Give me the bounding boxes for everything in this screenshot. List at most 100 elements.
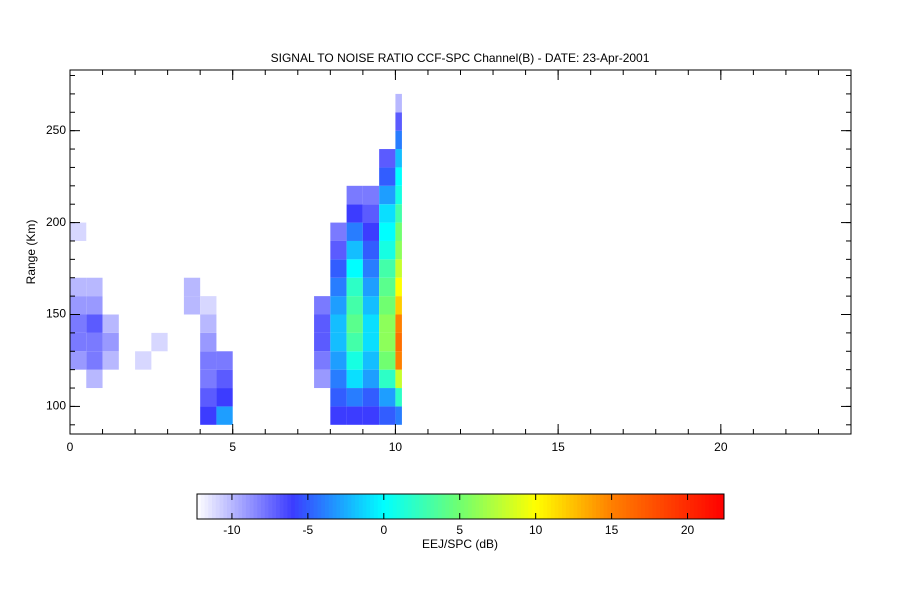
colorbar-segment	[622, 494, 627, 519]
colorbar-segment	[253, 494, 258, 519]
heatmap-cell	[362, 296, 380, 315]
heatmap-cell	[102, 351, 119, 370]
heatmap-cell	[379, 222, 396, 241]
heatmap	[70, 93, 402, 425]
colorbar-segment	[660, 494, 665, 519]
colorbar-segment	[400, 494, 405, 519]
heatmap-cell	[330, 296, 347, 315]
colorbar-segment	[708, 494, 714, 519]
colorbar-segment	[464, 494, 469, 519]
colorbar-segment	[569, 494, 574, 519]
x-tick-label: 0	[67, 440, 74, 454]
colorbar-segment	[611, 494, 616, 519]
colorbar-segment	[498, 494, 503, 519]
colorbar-segment	[291, 494, 296, 519]
colorbar-segment	[328, 494, 334, 519]
heatmap-cell	[216, 388, 233, 407]
heatmap-cell	[346, 388, 363, 407]
heatmap-cell	[395, 222, 402, 241]
colorbar-segment	[562, 494, 567, 519]
colorbar-segment	[479, 494, 484, 519]
heatmap-cell	[216, 406, 233, 425]
heatmap-cell	[346, 240, 363, 260]
colorbar-segment	[490, 494, 495, 519]
colorbar-segment	[720, 494, 725, 519]
colorbar-segment	[234, 494, 239, 519]
heatmap-cell	[362, 314, 380, 333]
colorbar-segment	[396, 494, 401, 519]
colorbar-segment	[434, 494, 439, 519]
heatmap-cell	[379, 167, 396, 186]
heatmap-cell	[346, 296, 363, 315]
heatmap-cell	[200, 388, 217, 407]
heatmap-cell	[379, 296, 396, 315]
heatmap-cell	[379, 149, 396, 168]
colorbar-segment	[227, 494, 232, 519]
colorbar-segment	[675, 494, 680, 519]
colorbar-segment	[516, 494, 522, 519]
colorbar-segment	[313, 494, 318, 519]
colorbar-segment	[238, 494, 243, 519]
colorbar-segment	[716, 494, 721, 519]
colorbar-frame	[196, 493, 725, 520]
colorbar-segment	[377, 494, 382, 519]
colorbar-segment	[249, 494, 254, 519]
colorbar-segment	[287, 494, 292, 519]
heatmap-cell	[330, 222, 347, 241]
heatmap-cell	[86, 296, 103, 315]
heatmap-cell	[314, 351, 331, 370]
heatmap-cell	[135, 351, 152, 370]
colorbar-tick-label: -10	[223, 523, 241, 537]
colorbar-segment	[324, 494, 330, 519]
colorbar-tick-label: 20	[681, 523, 695, 537]
colorbar-segment	[200, 494, 206, 519]
colorbar-segment	[460, 494, 465, 519]
colorbar-segment	[686, 494, 691, 519]
heatmap-cell	[395, 314, 402, 333]
heatmap-cell	[330, 240, 347, 260]
colorbar-segment	[535, 494, 541, 519]
heatmap-cell	[362, 185, 380, 205]
colorbar-segment	[212, 494, 217, 519]
colorbar-segment	[656, 494, 661, 519]
heatmap-cell	[86, 277, 103, 297]
colorbar-tick-label: 0	[380, 523, 387, 537]
x-tick-label: 15	[551, 440, 565, 454]
heatmap-cell	[362, 388, 380, 407]
colorbar-segment	[257, 494, 262, 519]
colorbar-segment	[336, 494, 341, 519]
colorbar-segment	[626, 494, 631, 519]
colorbar-segment	[388, 494, 394, 519]
heatmap-cell	[200, 369, 217, 389]
colorbar-segment	[340, 494, 345, 519]
colorbar-segment	[596, 494, 601, 519]
colorbar-segment	[415, 494, 420, 519]
colorbar-segment	[373, 494, 379, 519]
colorbar-segment	[276, 494, 281, 519]
heatmap-cell	[395, 149, 402, 168]
colorbar-segment	[385, 494, 390, 519]
heatmap-cell	[346, 314, 363, 333]
heatmap-cell	[346, 185, 363, 205]
colorbar-segment	[629, 494, 635, 519]
heatmap-cell	[70, 296, 87, 315]
colorbar-segment	[437, 494, 443, 519]
colorbar-segment	[633, 494, 638, 519]
colorbar-segment	[588, 494, 593, 519]
heatmap-cell	[379, 332, 396, 352]
colorbar-segment	[603, 494, 608, 519]
colorbar-segment	[494, 494, 499, 519]
colorbar-segment	[347, 494, 352, 519]
x-tick-label: 5	[229, 440, 236, 454]
y-tick-label: 100	[46, 399, 66, 413]
heatmap-cell	[362, 369, 380, 389]
heatmap-cell	[86, 332, 103, 352]
colorbar-segment	[219, 494, 224, 519]
heatmap-cell	[200, 314, 217, 333]
colorbar-segment	[223, 494, 228, 519]
colorbar-segment	[580, 494, 586, 519]
heatmap-cell	[200, 332, 217, 352]
heatmap-cell	[395, 204, 402, 223]
heatmap-cell	[395, 240, 402, 260]
heatmap-cell	[330, 259, 347, 278]
